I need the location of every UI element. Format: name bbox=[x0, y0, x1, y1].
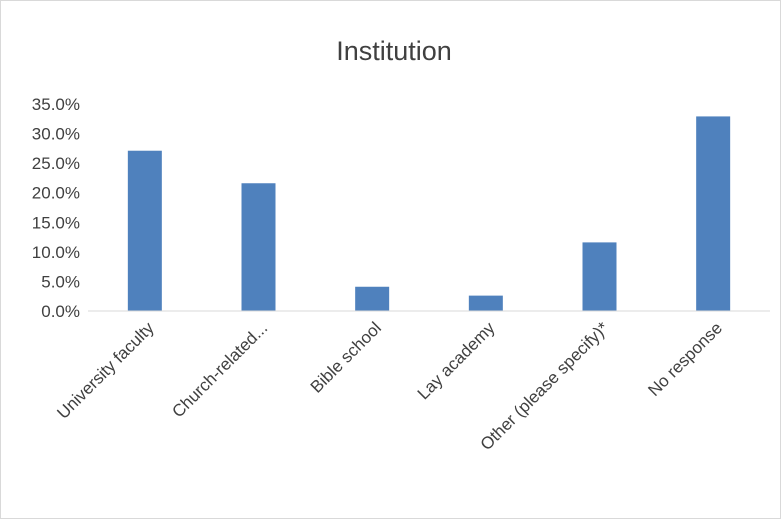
y-tick-label: 30.0% bbox=[32, 125, 80, 144]
y-tick-label: 35.0% bbox=[32, 95, 80, 114]
bar bbox=[127, 150, 162, 311]
x-tick-label: Other (please specify)* bbox=[477, 318, 613, 454]
chart-title: Institution bbox=[336, 36, 452, 66]
y-tick-label: 15.0% bbox=[32, 213, 80, 232]
y-axis: 0.0% 5.0% 10.0% 15.0% 20.0% 25.0% 30.0% 35.0% bbox=[32, 95, 80, 321]
y-tick-label: 0.0% bbox=[41, 302, 80, 321]
bar bbox=[468, 295, 503, 311]
bars bbox=[127, 116, 731, 311]
bar bbox=[355, 286, 390, 311]
x-tick-label: Lay academy bbox=[414, 318, 499, 403]
x-tick-label: University faculty bbox=[53, 318, 158, 423]
x-axis: University faculty Church-related... Bible… bbox=[53, 318, 726, 454]
x-tick-label: No response bbox=[644, 318, 726, 400]
bar bbox=[241, 183, 276, 311]
bar bbox=[582, 242, 617, 311]
y-tick-label: 25.0% bbox=[32, 154, 80, 173]
x-tick-label: Church-related... bbox=[168, 318, 271, 421]
bar bbox=[696, 116, 731, 311]
y-tick-label: 20.0% bbox=[32, 184, 80, 203]
y-tick-label: 10.0% bbox=[32, 243, 80, 262]
y-tick-label: 5.0% bbox=[41, 272, 80, 291]
x-tick-label: Bible school bbox=[307, 318, 385, 396]
